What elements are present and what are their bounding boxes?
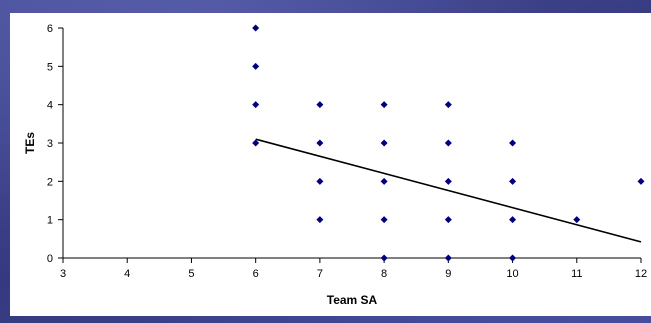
- x-tick-label: 7: [317, 268, 323, 280]
- x-tick-label: 6: [253, 268, 259, 280]
- x-axis-title: Team SA: [327, 293, 378, 307]
- x-tick-label: 3: [60, 268, 66, 280]
- chart-panel: 3 4 5 6 7 8 9 10 11 12 0 1 2 3 4 5 6 Team SA TEs: [10, 13, 651, 316]
- y-tick-label: 1: [47, 215, 53, 227]
- data-point: [252, 24, 260, 32]
- data-points: [252, 24, 645, 262]
- x-tick-label: 5: [188, 268, 194, 280]
- axes: [58, 27, 642, 263]
- data-point: [573, 216, 581, 224]
- y-tick-label: 6: [47, 23, 53, 35]
- data-point: [380, 254, 388, 262]
- data-point: [316, 101, 324, 109]
- data-point: [316, 177, 324, 185]
- data-point: [444, 254, 452, 262]
- y-axis-title: TEs: [23, 132, 37, 154]
- x-tick-label: 9: [445, 268, 451, 280]
- trend-line: [255, 138, 642, 243]
- data-point: [380, 177, 388, 185]
- data-point: [509, 177, 517, 185]
- y-tick-label: 0: [47, 253, 53, 265]
- data-point: [316, 139, 324, 147]
- x-tick-label: 10: [506, 268, 518, 280]
- x-tick-label: 4: [124, 268, 130, 280]
- y-tick-label: 3: [47, 138, 53, 150]
- data-point: [316, 216, 324, 224]
- data-point: [509, 254, 517, 262]
- data-point: [380, 216, 388, 224]
- data-point: [380, 101, 388, 109]
- data-point: [509, 139, 517, 147]
- data-point: [444, 101, 452, 109]
- data-point: [252, 139, 260, 147]
- data-point: [444, 216, 452, 224]
- data-point: [444, 139, 452, 147]
- x-tick-label: 12: [635, 268, 647, 280]
- data-point: [380, 139, 388, 147]
- y-tick-label: 4: [47, 100, 53, 112]
- y-tick-label: 2: [47, 176, 53, 188]
- y-tick-label: 5: [47, 61, 53, 73]
- data-point: [637, 177, 645, 185]
- x-tick-label: 8: [381, 268, 387, 280]
- data-point: [444, 177, 452, 185]
- data-point: [252, 101, 260, 109]
- data-point: [509, 216, 517, 224]
- x-tick-label: 11: [571, 268, 582, 280]
- data-point: [252, 62, 260, 70]
